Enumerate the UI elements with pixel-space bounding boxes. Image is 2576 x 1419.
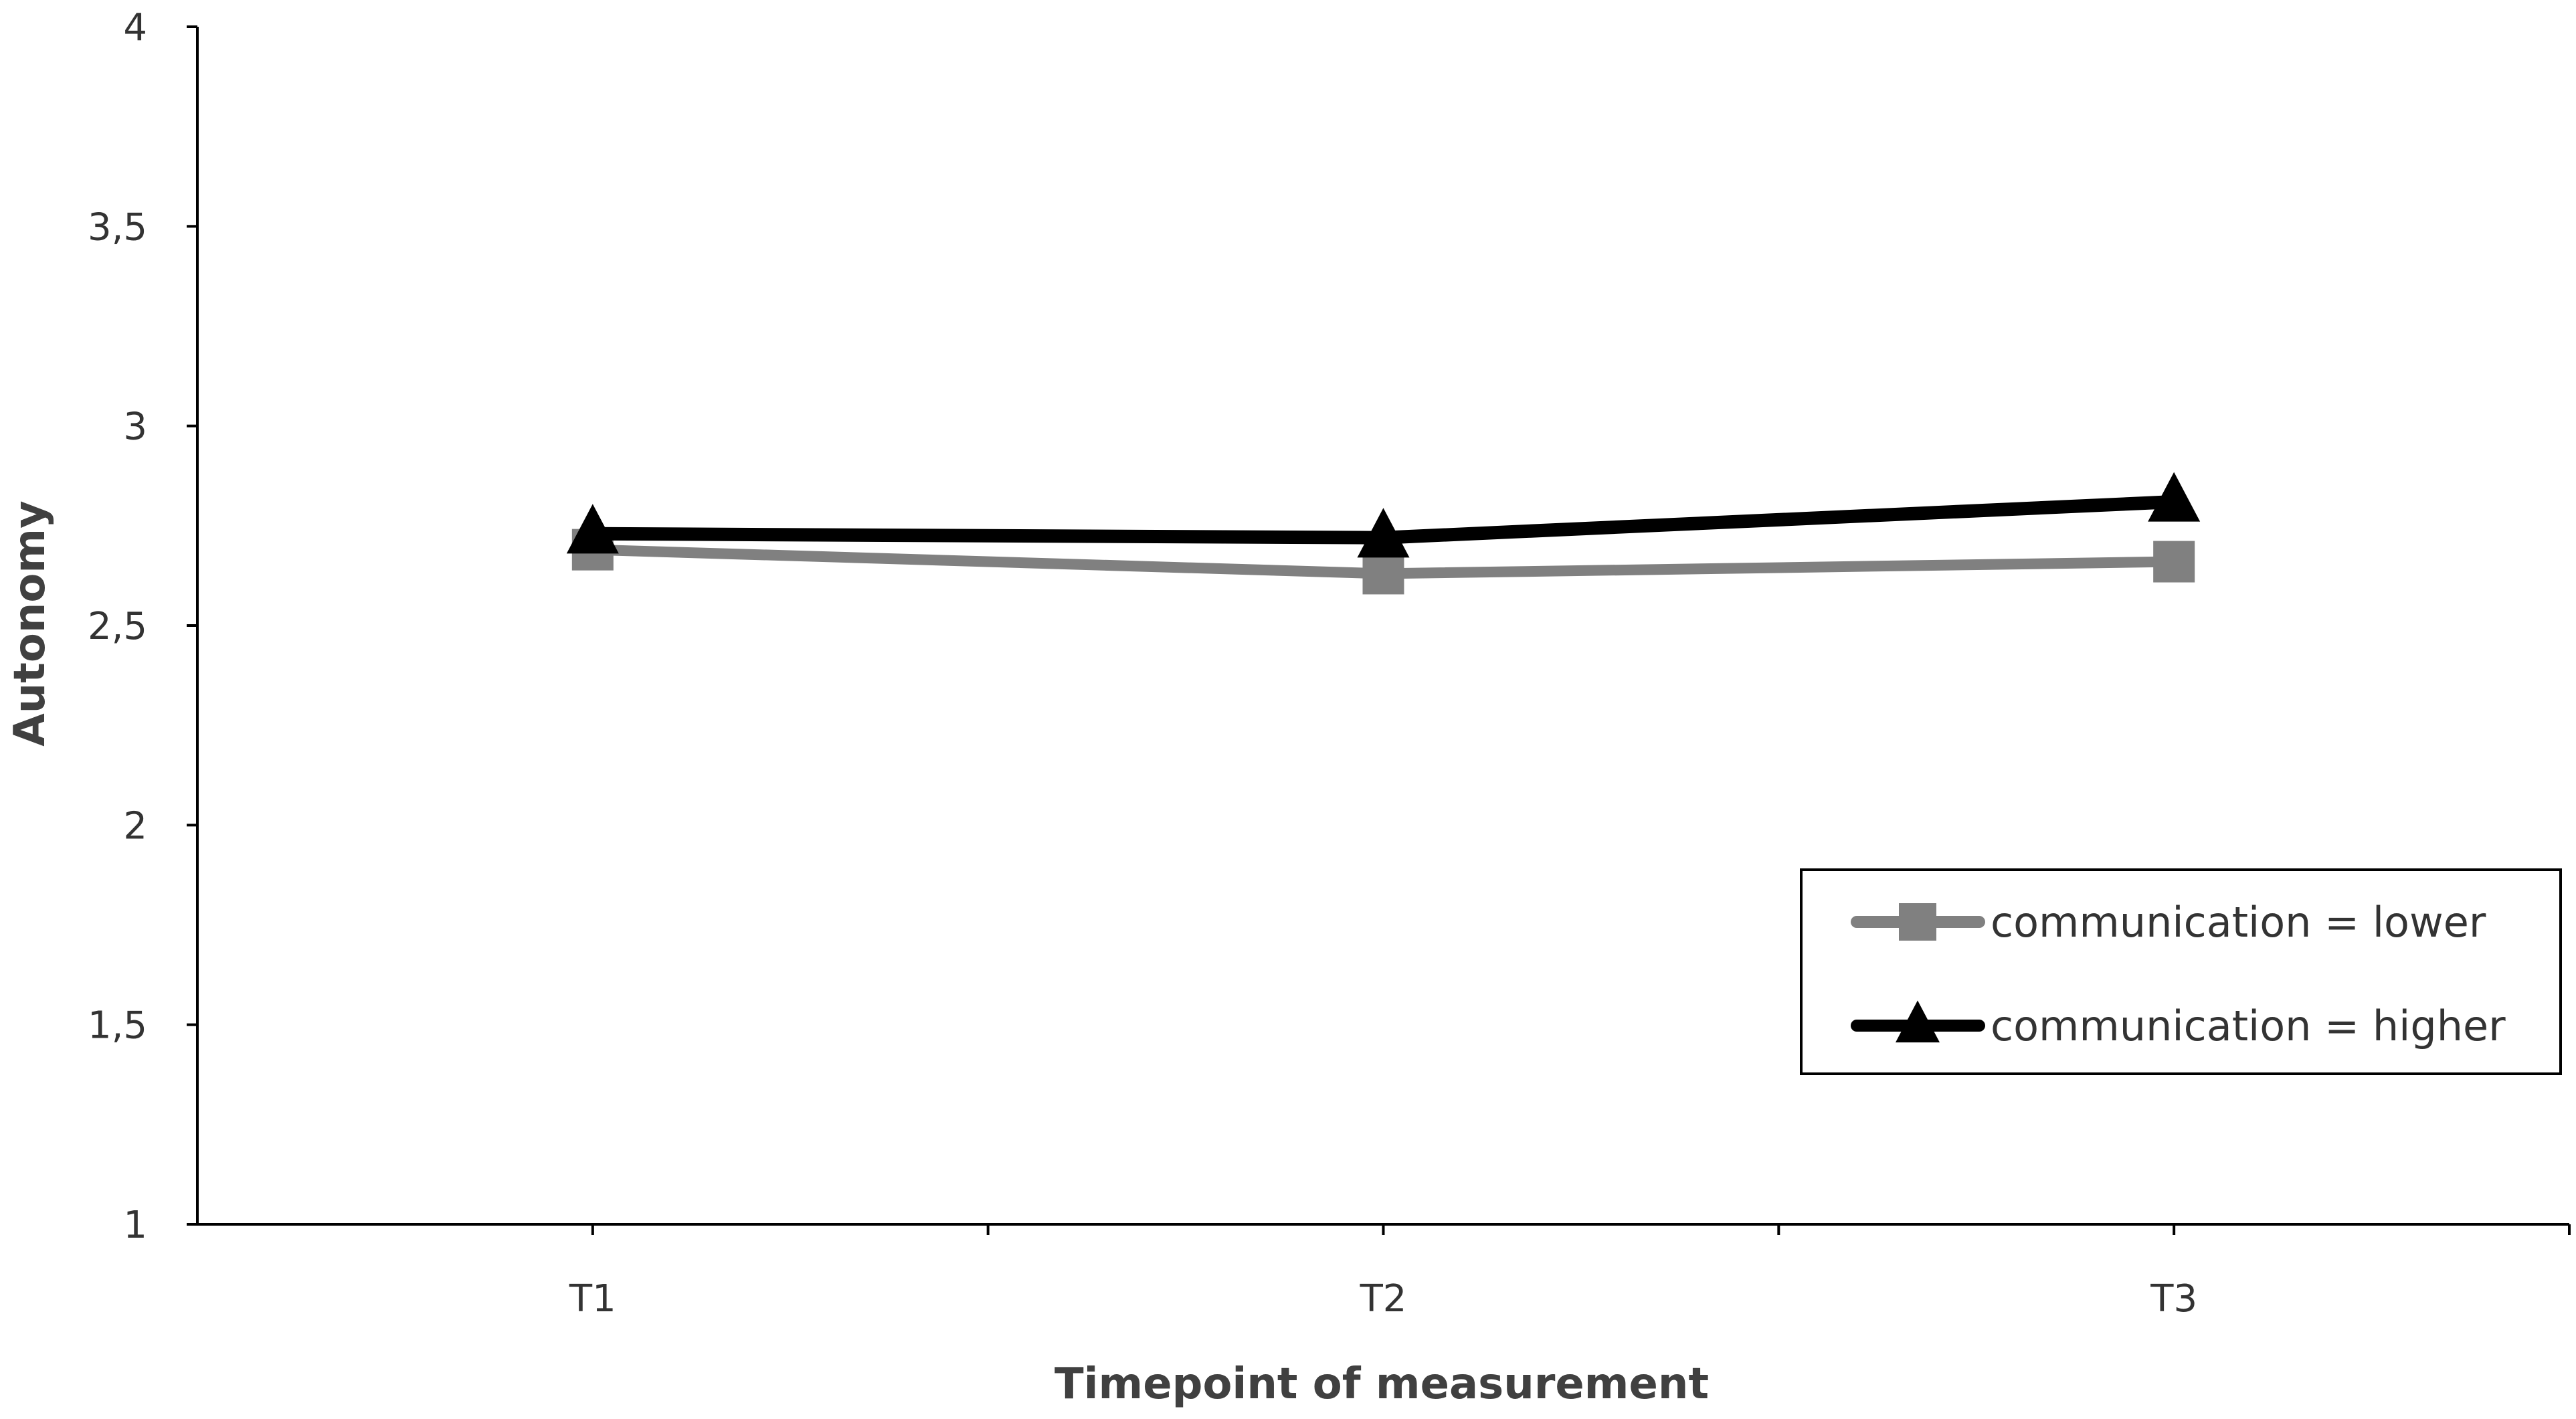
legend-label: communication = lower (1991, 898, 2486, 947)
x-tick-label: T2 (1360, 1277, 1407, 1321)
legend-entry: communication = lower (1851, 898, 2486, 947)
legend-swatch-marker (1896, 1000, 1940, 1043)
legend-swatch-marker (1899, 903, 1936, 941)
x-axis-title: Timepoint of measurement (1054, 1359, 1709, 1409)
series-point (2148, 472, 2201, 522)
y-tick-label: 2,5 (88, 605, 147, 648)
series-layer (566, 472, 2201, 595)
legend-label: communication = higher (1991, 1002, 2506, 1050)
y-tick-label: 3,5 (88, 205, 147, 249)
y-axis-title: Autonomy (5, 500, 55, 747)
y-tick-label: 1 (123, 1204, 147, 1247)
x-tick-label: T1 (569, 1277, 616, 1321)
legend: communication = lower communication = hig… (1800, 868, 2562, 1075)
series-point (1357, 508, 1410, 558)
legend-items: communication = lower communication = hig… (1851, 898, 2506, 1050)
x-tick-label: T3 (2150, 1277, 2197, 1321)
y-axis-ticks: 1 1,5 2 2,5 3 3,5 4 (88, 6, 197, 1247)
legend-entry: communication = higher (1851, 1000, 2506, 1050)
series-point (566, 504, 619, 554)
series-point (1362, 553, 1404, 595)
y-tick-label: 3 (123, 405, 147, 449)
series-2 (566, 472, 2201, 558)
y-tick-label: 2 (123, 804, 147, 848)
y-tick-label: 1,5 (88, 1004, 147, 1048)
series-point (2153, 541, 2195, 583)
x-axis-ticks: T1 T2 T3 (569, 1224, 2571, 1321)
y-tick-label: 4 (123, 6, 147, 50)
